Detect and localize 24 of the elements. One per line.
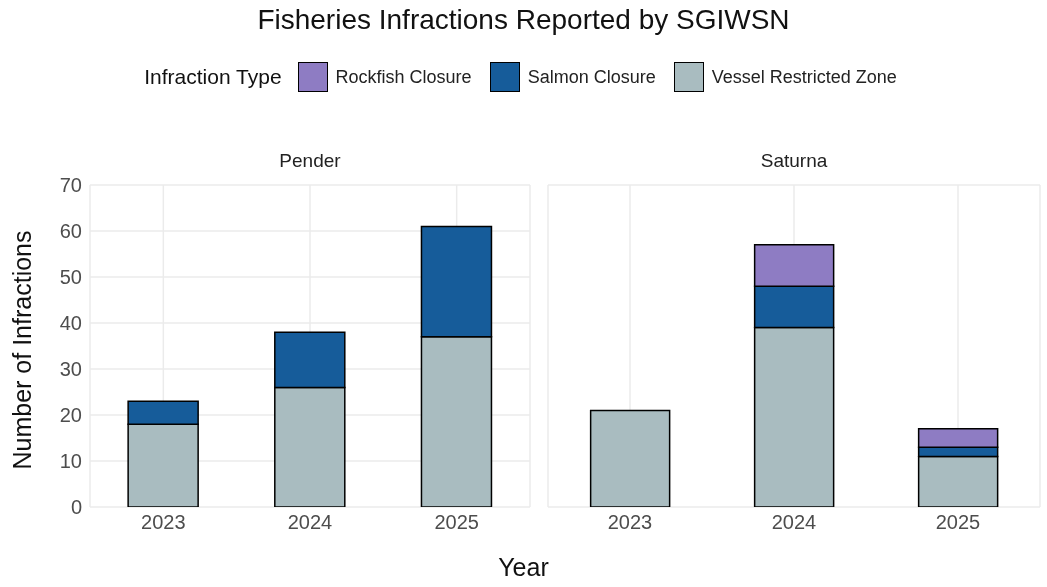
chart-title: Fisheries Infractions Reported by SGIWSN xyxy=(256,4,791,36)
x-tick-label: 2023 xyxy=(141,511,186,534)
y-axis-title: Number of Infractions xyxy=(7,230,37,470)
x-axis-title: Year xyxy=(497,553,550,582)
chart-subtitle: Pender xyxy=(278,150,342,172)
legend-label: Salmon Closure xyxy=(527,66,656,88)
y-tick-label: 20 xyxy=(59,404,82,427)
y-tick-label: 50 xyxy=(59,266,82,289)
y-tick-label: 70 xyxy=(59,174,82,197)
y-tick-label: 30 xyxy=(59,358,82,381)
y-tick-label: 10 xyxy=(59,450,82,473)
legend-label: Vessel Restricted Zone xyxy=(711,66,897,88)
bar xyxy=(589,409,671,507)
x-tick-label: 2023 xyxy=(607,511,653,534)
x-tick-label: 2024 xyxy=(287,511,333,534)
legend-label: Rockfish Closure xyxy=(335,66,472,88)
x-tick-label: 2025 xyxy=(935,511,981,534)
x-tick-label: 2025 xyxy=(434,511,479,534)
chart-subtitle: Saturna xyxy=(759,150,829,172)
y-tick-label: 0 xyxy=(70,496,82,519)
y-tick-label: 60 xyxy=(59,220,82,243)
y-tick-label: 40 xyxy=(59,312,82,335)
x-tick-label: 2024 xyxy=(771,511,817,534)
legend-title: Infraction Type xyxy=(144,65,282,89)
